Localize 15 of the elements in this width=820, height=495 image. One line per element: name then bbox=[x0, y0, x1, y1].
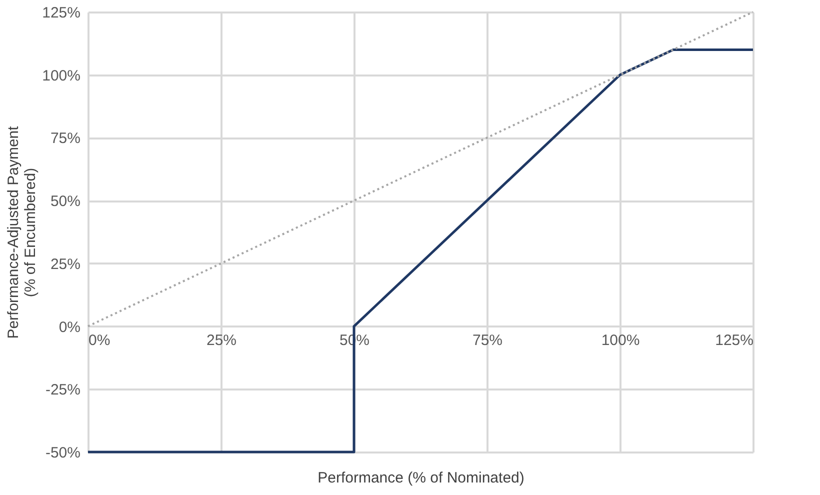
y-tick-label: 0% bbox=[58, 318, 80, 336]
y-tick-label: 75% bbox=[50, 130, 80, 148]
y-tick-label: 25% bbox=[50, 256, 80, 273]
x-tick-label: 0% bbox=[88, 332, 110, 349]
x-tick-label: 75% bbox=[472, 332, 503, 349]
y-tick-label: -25% bbox=[45, 382, 80, 399]
x-axis-title: Performance (% of Nominated) bbox=[318, 470, 524, 486]
x-tick-label: 125% bbox=[715, 332, 754, 349]
x-tick-label: 100% bbox=[601, 332, 640, 349]
y-axis-title: Performance-Adjusted Payment (% of Encumbered) bbox=[5, 125, 40, 339]
y-tick-label: 100% bbox=[42, 67, 80, 84]
y-tick-label: 125% bbox=[42, 4, 80, 22]
y-tick-label: -50% bbox=[45, 444, 80, 462]
y-tick-label: 50% bbox=[50, 193, 80, 210]
x-tick-label: 25% bbox=[206, 332, 237, 349]
